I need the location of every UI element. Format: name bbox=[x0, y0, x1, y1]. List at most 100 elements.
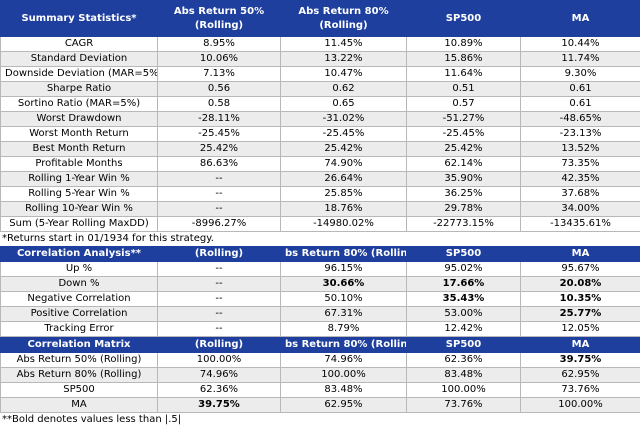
cell-value: 20.08% bbox=[521, 277, 640, 292]
row-label: Downside Deviation (MAR=5%) bbox=[1, 67, 158, 82]
cell-value: 18.76% bbox=[281, 202, 407, 217]
cell-value: 12.42% bbox=[407, 322, 521, 337]
cell-value: 10.35% bbox=[521, 292, 640, 307]
cell-value: -- bbox=[158, 202, 281, 217]
correlation-analysis-title: Correlation Analysis** bbox=[1, 247, 158, 262]
summary-row: Downside Deviation (MAR=5%)7.13%10.47%11… bbox=[1, 67, 640, 82]
cell-value: 37.68% bbox=[521, 187, 640, 202]
summary-header-row: Summary Statistics* Abs Return 50% (Roll… bbox=[1, 1, 640, 37]
correlation-analysis-col1: (Rolling) bbox=[158, 247, 281, 262]
cell-value: 36.25% bbox=[407, 187, 521, 202]
cell-value: 15.86% bbox=[407, 52, 521, 67]
cell-value: -- bbox=[158, 322, 281, 337]
correlation-matrix-row: Abs Return 80% (Rolling)74.96%100.00%83.… bbox=[1, 368, 640, 383]
cell-value: 42.35% bbox=[521, 172, 640, 187]
correlation-analysis-row: Negative Correlation--50.10%35.43%10.35% bbox=[1, 292, 640, 307]
cell-value: 25.42% bbox=[407, 142, 521, 157]
cell-value: 0.61 bbox=[521, 82, 640, 97]
row-label: Profitable Months bbox=[1, 157, 158, 172]
summary-footnote: *Returns start in 01/1934 for this strat… bbox=[0, 232, 640, 246]
correlation-matrix-row: Abs Return 50% (Rolling)100.00%74.96%62.… bbox=[1, 353, 640, 368]
row-label: Sum (5-Year Rolling MaxDD) bbox=[1, 217, 158, 232]
cell-value: 73.76% bbox=[407, 398, 521, 413]
correlation-matrix-col4: MA bbox=[521, 338, 640, 353]
cell-value: 25.85% bbox=[281, 187, 407, 202]
correlation-matrix-col1: (Rolling) bbox=[158, 338, 281, 353]
correlation-analysis-col2: bs Return 80% (Rolling bbox=[281, 247, 407, 262]
cell-value: 39.75% bbox=[158, 398, 281, 413]
cell-value: -25.45% bbox=[158, 127, 281, 142]
row-label: Worst Month Return bbox=[1, 127, 158, 142]
cell-value: 30.66% bbox=[281, 277, 407, 292]
summary-sum-row: Sum (5-Year Rolling MaxDD)-8996.27%-1498… bbox=[1, 217, 640, 232]
cell-value: -8996.27% bbox=[158, 217, 281, 232]
cell-value: 96.15% bbox=[281, 262, 407, 277]
summary-row: Worst Drawdown-28.11%-31.02%-51.27%-48.6… bbox=[1, 112, 640, 127]
cell-value: 0.62 bbox=[281, 82, 407, 97]
cell-value: 10.47% bbox=[281, 67, 407, 82]
correlation-matrix-table: Correlation Matrix (Rolling) bs Return 8… bbox=[0, 337, 640, 413]
cell-value: 73.76% bbox=[521, 383, 640, 398]
cell-value: -23.13% bbox=[521, 127, 640, 142]
cell-value: 83.48% bbox=[407, 368, 521, 383]
summary-row: Rolling 5-Year Win %--25.85%36.25%37.68% bbox=[1, 187, 640, 202]
cell-value: -48.65% bbox=[521, 112, 640, 127]
correlation-analysis-table: Correlation Analysis** (Rolling) bs Retu… bbox=[0, 246, 640, 337]
cell-value: 13.22% bbox=[281, 52, 407, 67]
cell-value: 62.36% bbox=[158, 383, 281, 398]
summary-header-col4: MA bbox=[521, 1, 640, 37]
summary-header-col2: Abs Return 80% (Rolling) bbox=[281, 1, 407, 37]
cell-value: 100.00% bbox=[281, 368, 407, 383]
cell-value: 39.75% bbox=[521, 353, 640, 368]
row-label: Negative Correlation bbox=[1, 292, 158, 307]
cell-value: 13.52% bbox=[521, 142, 640, 157]
summary-row: Rolling 1-Year Win %--26.64%35.90%42.35% bbox=[1, 172, 640, 187]
summary-row: Rolling 10-Year Win %--18.76%29.78%34.00… bbox=[1, 202, 640, 217]
cell-value: 0.51 bbox=[407, 82, 521, 97]
row-label: Sharpe Ratio bbox=[1, 82, 158, 97]
cell-value: 11.64% bbox=[407, 67, 521, 82]
cell-value: -14980.02% bbox=[281, 217, 407, 232]
cell-value: -- bbox=[158, 277, 281, 292]
cell-value: 25.42% bbox=[281, 142, 407, 157]
cell-value: 62.36% bbox=[407, 353, 521, 368]
row-label: MA bbox=[1, 398, 158, 413]
correlation-matrix-title: Correlation Matrix bbox=[1, 338, 158, 353]
cell-value: 7.13% bbox=[158, 67, 281, 82]
cell-value: 95.67% bbox=[521, 262, 640, 277]
correlation-analysis-row: Positive Correlation--67.31%53.00%25.77% bbox=[1, 307, 640, 322]
row-label: Best Month Return bbox=[1, 142, 158, 157]
cell-value: 0.56 bbox=[158, 82, 281, 97]
correlation-matrix-col3: SP500 bbox=[407, 338, 521, 353]
cell-value: 74.96% bbox=[281, 353, 407, 368]
summary-header-col3: SP500 bbox=[407, 1, 521, 37]
row-label: Rolling 1-Year Win % bbox=[1, 172, 158, 187]
correlation-analysis-header-row: Correlation Analysis** (Rolling) bs Retu… bbox=[1, 247, 640, 262]
correlation-matrix-col2: bs Return 80% (Rolling bbox=[281, 338, 407, 353]
cell-value: 100.00% bbox=[521, 398, 640, 413]
cell-value: 29.78% bbox=[407, 202, 521, 217]
cell-value: -- bbox=[158, 262, 281, 277]
summary-header-col1: Abs Return 50% (Rolling) bbox=[158, 1, 281, 37]
cell-value: 8.79% bbox=[281, 322, 407, 337]
cell-value: 0.57 bbox=[407, 97, 521, 112]
row-label: Worst Drawdown bbox=[1, 112, 158, 127]
cell-value: 50.10% bbox=[281, 292, 407, 307]
cell-value: -22773.15% bbox=[407, 217, 521, 232]
cell-value: -25.45% bbox=[407, 127, 521, 142]
cell-value: 17.66% bbox=[407, 277, 521, 292]
cell-value: 100.00% bbox=[158, 353, 281, 368]
correlation-analysis-col3: SP500 bbox=[407, 247, 521, 262]
cell-value: 0.58 bbox=[158, 97, 281, 112]
cell-value: 0.61 bbox=[521, 97, 640, 112]
summary-statistics-table: Summary Statistics* Abs Return 50% (Roll… bbox=[0, 0, 640, 232]
row-label: Up % bbox=[1, 262, 158, 277]
cell-value: 25.42% bbox=[158, 142, 281, 157]
row-label: Down % bbox=[1, 277, 158, 292]
cell-value: 11.74% bbox=[521, 52, 640, 67]
